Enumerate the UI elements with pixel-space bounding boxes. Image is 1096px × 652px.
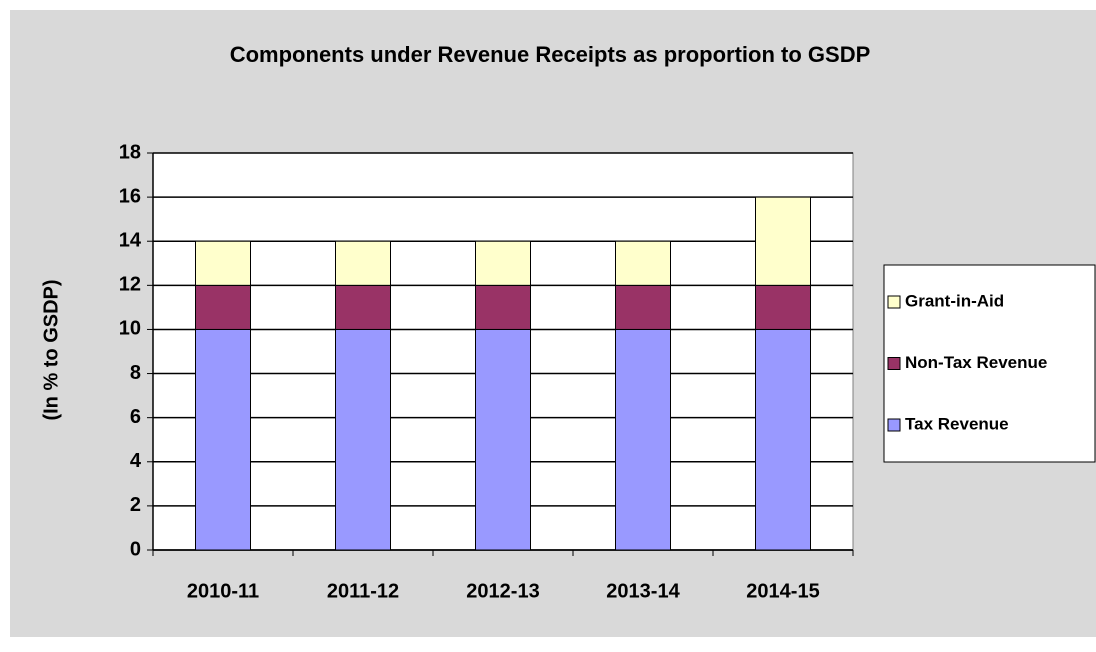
bar-segment	[615, 328, 671, 551]
x-tick-label: 2010-11	[187, 580, 259, 602]
bar-segment	[615, 284, 671, 330]
bar-segment	[475, 240, 531, 286]
bar-segment	[475, 284, 531, 330]
y-tick-label: 6	[130, 406, 141, 428]
legend-label: Grant-in-Aid	[905, 291, 1004, 310]
y-tick-label: 10	[119, 318, 141, 340]
bar-segment	[195, 240, 251, 286]
y-tick-label: 8	[130, 362, 141, 384]
bar-segment	[755, 284, 811, 330]
bar-segment	[195, 284, 251, 330]
bar-segment	[195, 328, 251, 551]
y-tick-label: 4	[130, 450, 142, 472]
legend-swatch	[887, 295, 901, 309]
bar-segment	[755, 196, 811, 286]
y-tick-label: 16	[119, 185, 141, 207]
chart-title: Components under Revenue Receipts as pro…	[230, 42, 871, 67]
legend-swatch	[887, 357, 901, 370]
bar-segment	[335, 328, 391, 551]
x-tick-label: 2011-12	[327, 580, 399, 602]
x-tick-label: 2013-14	[606, 580, 680, 602]
legend-label: Tax Revenue	[905, 414, 1009, 433]
y-tick-label: 0	[130, 538, 141, 560]
legend-swatch	[887, 418, 901, 432]
y-tick-label: 2	[130, 494, 141, 516]
x-tick-label: 2014-15	[746, 580, 819, 602]
legend-box	[883, 264, 1096, 463]
y-tick-label: 14	[119, 230, 142, 252]
bar-segment	[475, 328, 531, 551]
legend-label: Non-Tax Revenue	[905, 353, 1047, 372]
bar-segment	[335, 240, 391, 286]
y-tick-label: 18	[119, 141, 141, 163]
bar-segment	[615, 240, 671, 286]
y-tick-label: 12	[119, 274, 141, 296]
bar-segment	[335, 284, 391, 330]
y-axis-title: (In % to GSDP)	[40, 279, 62, 420]
x-tick-label: 2012-13	[466, 580, 539, 602]
bar-segment	[755, 328, 811, 551]
